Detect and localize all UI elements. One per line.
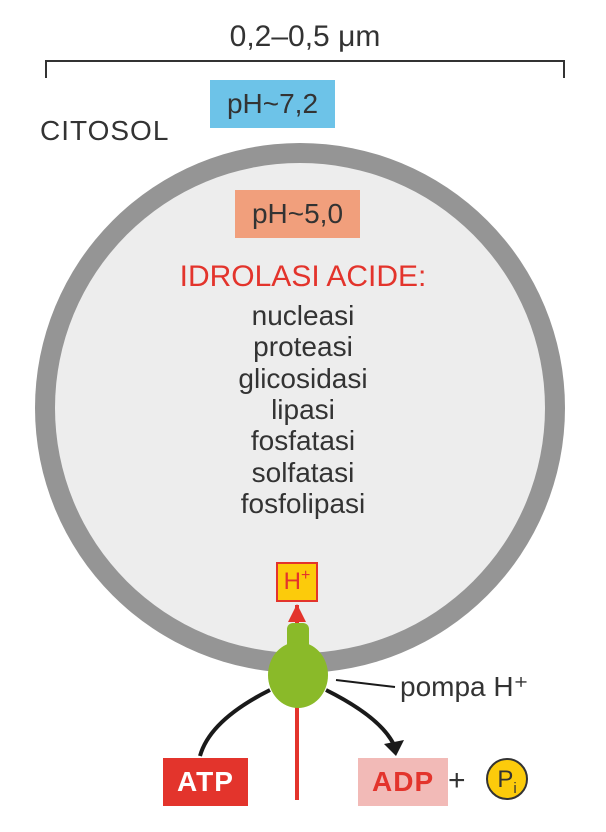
enzyme-item: solfatasi bbox=[238, 457, 367, 488]
ph-outer-badge: pH~7,2 bbox=[210, 80, 335, 128]
atp-curve bbox=[200, 690, 270, 756]
adp-curve bbox=[326, 690, 396, 750]
scale-label: 0,2–0,5 μm bbox=[45, 20, 565, 54]
enzyme-list: nucleasi proteasi glicosidasi lipasi fos… bbox=[238, 300, 367, 520]
enzymes-header: IDROLASI ACIDE: bbox=[180, 260, 427, 294]
adp-arrowhead bbox=[384, 740, 404, 756]
enzyme-item: fosfolipasi bbox=[238, 488, 367, 519]
scale-bracket bbox=[45, 60, 565, 78]
h-plus-sup: + bbox=[301, 567, 310, 584]
plus-sign: + bbox=[448, 764, 466, 798]
atp-badge: ATP bbox=[163, 758, 248, 806]
adp-badge: ADP bbox=[358, 758, 448, 806]
pump-body bbox=[268, 642, 328, 708]
scale-bar: 0,2–0,5 μm bbox=[45, 20, 565, 78]
pi-sub: i bbox=[513, 780, 516, 797]
ph-inner-badge: pH~5,0 bbox=[235, 190, 360, 238]
h-plus-text: H bbox=[284, 568, 301, 595]
pump-label: pompa H⁺ bbox=[400, 670, 528, 703]
enzyme-item: lipasi bbox=[238, 394, 367, 425]
pi-text: P bbox=[497, 766, 513, 793]
pi-badge: Pi bbox=[486, 758, 528, 800]
citosol-label: CITOSOL bbox=[40, 115, 169, 147]
enzyme-item: nucleasi bbox=[238, 300, 367, 331]
enzyme-item: fosfatasi bbox=[238, 425, 367, 456]
enzyme-item: glicosidasi bbox=[238, 363, 367, 394]
pump-label-line bbox=[336, 680, 395, 687]
h-plus-badge: H+ bbox=[276, 562, 318, 602]
enzyme-item: proteasi bbox=[238, 331, 367, 362]
